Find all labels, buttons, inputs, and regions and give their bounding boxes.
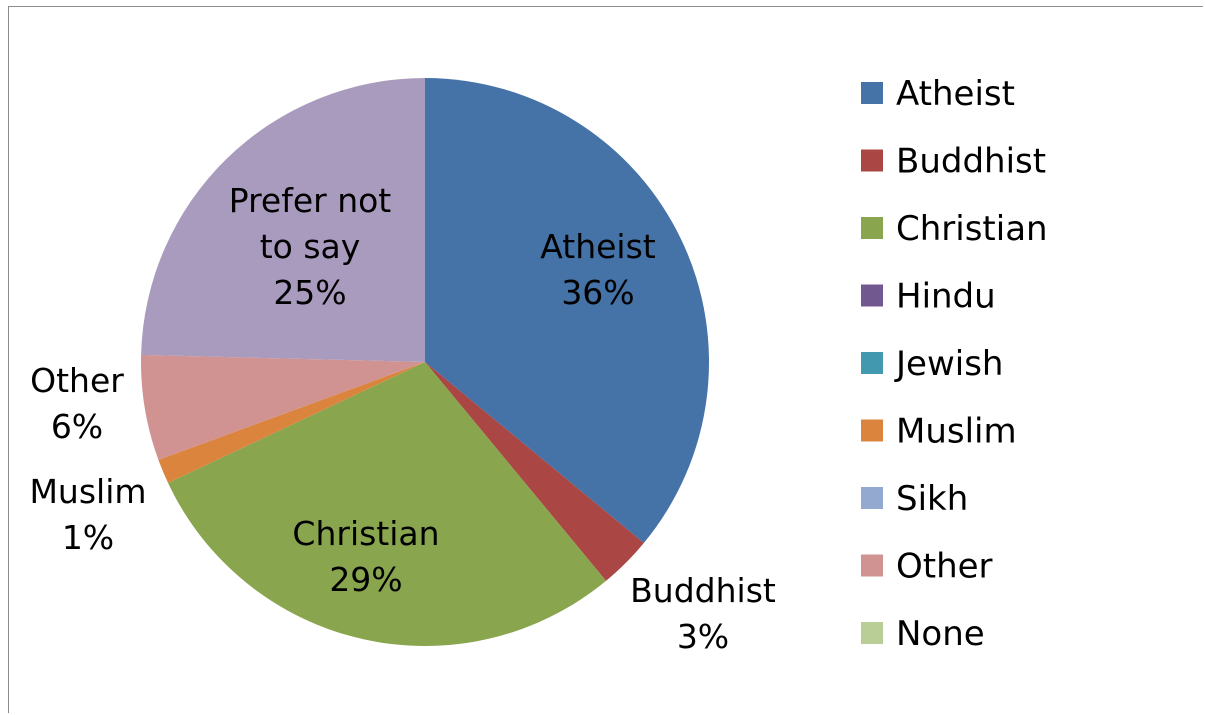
pie-slice-christian — [168, 362, 607, 647]
legend-item-buddhist: Buddhist — [861, 142, 1046, 182]
legend-item-hindu: Hindu — [861, 277, 996, 317]
legend-item-muslim: Muslim — [861, 412, 1017, 452]
pie-slice-muslim — [158, 362, 425, 483]
legend-label-atheist: Atheist — [896, 74, 1015, 114]
legend-item-atheist: Atheist — [861, 74, 1015, 114]
legend-item-sikh: Sikh — [861, 479, 968, 519]
pie-slice-buddhist — [425, 362, 644, 581]
data-label-christian: Christian 29% — [292, 514, 439, 599]
pie-slice-atheist — [425, 78, 709, 544]
legend-label-jewish: Jewish — [894, 344, 1003, 384]
legend-label-christian: Christian — [896, 209, 1048, 249]
legend-label-muslim: Muslim — [896, 412, 1017, 452]
legend-item-jewish: Jewish — [861, 344, 1003, 384]
legend-swatch-muslim — [861, 419, 883, 442]
chart-frame — [8, 6, 1203, 713]
legend-swatch-other — [861, 554, 883, 577]
legend-label-hindu: Hindu — [896, 277, 996, 317]
legend-swatch-atheist — [861, 82, 883, 104]
legend-item-other: Other — [861, 547, 993, 587]
legend-item-christian: Christian — [861, 209, 1048, 249]
legend-item-none: None — [861, 614, 985, 654]
legend-swatch-buddhist — [861, 149, 883, 172]
legend-label-other: Other — [896, 547, 993, 587]
legend-swatch-hindu — [861, 284, 883, 307]
legend-label-buddhist: Buddhist — [896, 142, 1046, 182]
legend-swatch-jewish — [861, 352, 883, 374]
legend-swatch-none — [861, 622, 883, 644]
legend-swatch-sikh — [861, 487, 883, 509]
legend-label-none: None — [896, 614, 985, 654]
data-label-muslim: Muslim 1% — [29, 472, 146, 557]
data-label-atheist: Atheist 36% — [540, 227, 656, 312]
data-label-buddhist: Buddhist 3% — [630, 571, 776, 656]
pie-slice-prefer-not-to-say — [141, 77, 425, 363]
data-label-other: Other 6% — [30, 361, 124, 446]
data-label-prefer-not-to-say: Prefer not to say 25% — [229, 181, 392, 312]
legend-swatch-christian — [861, 217, 883, 239]
pie-slice-other — [141, 354, 425, 460]
legend-label-sikh: Sikh — [896, 479, 968, 519]
